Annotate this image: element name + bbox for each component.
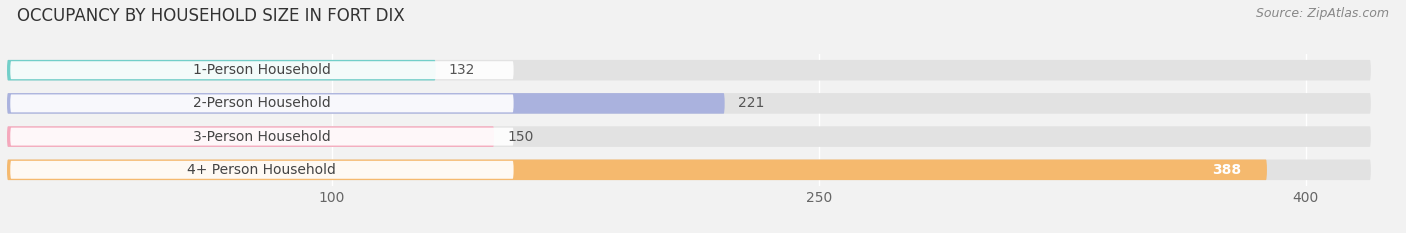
FancyBboxPatch shape	[7, 126, 1371, 147]
FancyBboxPatch shape	[7, 93, 724, 114]
FancyBboxPatch shape	[7, 160, 1371, 180]
Text: 3-Person Household: 3-Person Household	[193, 130, 330, 144]
Text: 150: 150	[508, 130, 533, 144]
Text: 132: 132	[449, 63, 475, 77]
FancyBboxPatch shape	[10, 61, 513, 79]
FancyBboxPatch shape	[7, 60, 1371, 80]
FancyBboxPatch shape	[7, 160, 1267, 180]
Text: 4+ Person Household: 4+ Person Household	[187, 163, 336, 177]
FancyBboxPatch shape	[10, 161, 513, 179]
FancyBboxPatch shape	[7, 60, 436, 80]
FancyBboxPatch shape	[10, 94, 513, 112]
Text: Source: ZipAtlas.com: Source: ZipAtlas.com	[1256, 7, 1389, 20]
Text: 1-Person Household: 1-Person Household	[193, 63, 330, 77]
Text: 2-Person Household: 2-Person Household	[193, 96, 330, 110]
FancyBboxPatch shape	[7, 126, 494, 147]
Text: 388: 388	[1212, 163, 1241, 177]
FancyBboxPatch shape	[7, 93, 1371, 114]
Text: OCCUPANCY BY HOUSEHOLD SIZE IN FORT DIX: OCCUPANCY BY HOUSEHOLD SIZE IN FORT DIX	[17, 7, 405, 25]
FancyBboxPatch shape	[10, 128, 513, 146]
Text: 221: 221	[738, 96, 763, 110]
